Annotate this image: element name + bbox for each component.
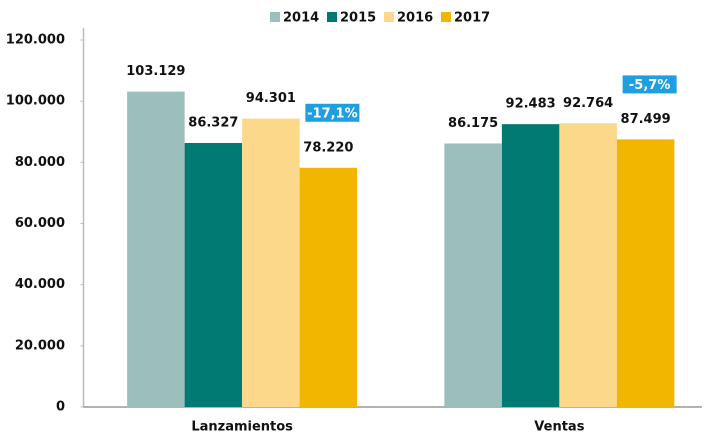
value-label: 92.764 [563,96,613,111]
value-label: 94.301 [246,91,296,106]
legend-label: 2016 [397,11,433,26]
value-label: 78.220 [303,140,353,155]
value-label: 92.483 [506,97,556,112]
x-tick-label: Ventas [534,420,584,435]
annotation: -5,7% [629,78,670,93]
y-tick-label: 120.000 [6,33,65,48]
annotation-box [622,75,677,94]
bar [559,123,617,408]
legend-label: 2014 [283,11,319,26]
legend-swatch [441,12,451,22]
value-label: 86.175 [448,116,498,131]
legend-swatch [270,12,280,22]
value-label: 87.499 [621,112,671,127]
bar [127,91,185,408]
y-tick-label: 60.000 [15,216,65,231]
legend-label: 2015 [340,11,376,26]
legend-label: 2017 [454,11,490,26]
y-tick-label: 100.000 [6,94,65,109]
bar [242,118,300,408]
bar [616,139,675,407]
y-tick-label: 20.000 [15,338,65,353]
legend-swatch [384,12,394,22]
legend-swatch [327,12,337,22]
annotation: -17,1% [307,106,358,121]
bar [444,143,502,407]
bar [501,124,560,407]
y-tick-label: 40.000 [15,277,65,292]
y-tick-label: 80.000 [15,155,65,170]
bar [184,142,243,407]
bar [299,167,358,407]
y-tick-label: 0 [56,400,65,415]
x-tick-label: Lanzamientos [191,420,293,435]
annotation-box [305,103,360,122]
value-label: 86.327 [188,115,238,130]
value-label: 103.129 [126,64,185,79]
